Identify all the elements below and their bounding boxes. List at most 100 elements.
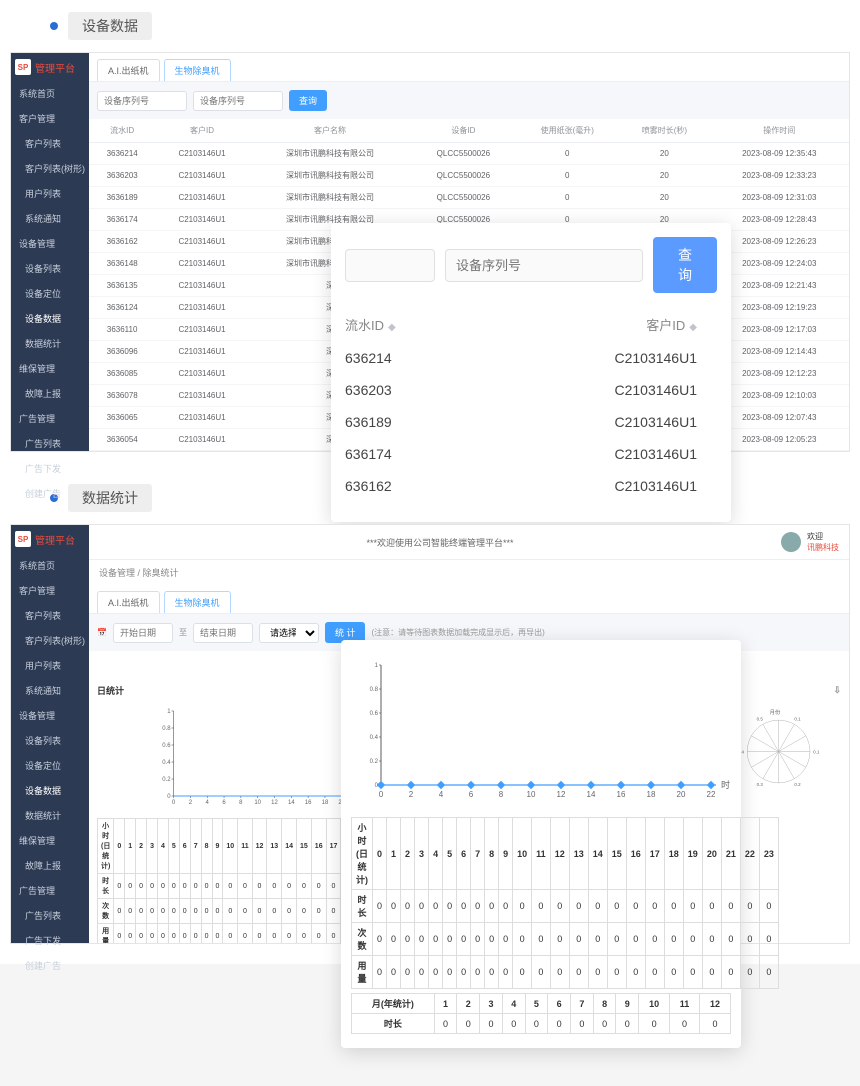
sidebar-item[interactable]: 广告下发 [11,456,89,481]
zoom-month-table: 月(年统计)123456789101112时长000000000000 [351,993,731,1034]
brand-logo: SP [15,59,31,75]
svg-text:2: 2 [189,800,193,806]
svg-text:18: 18 [647,790,656,799]
svg-text:6: 6 [222,800,226,806]
sidebar-item[interactable]: 设备列表 [11,728,89,753]
sidebar-item[interactable]: 设备定位 [11,281,89,306]
sidebar-item[interactable]: 客户管理 [11,578,89,603]
tabs: A.I.出纸机 生物除臭机 [89,53,849,82]
svg-text:0: 0 [167,794,171,800]
svg-text:10: 10 [527,790,536,799]
sidebar-item[interactable]: 创建广告 [11,953,89,978]
svg-text:0.4: 0.4 [162,760,171,766]
svg-text:2: 2 [409,790,414,799]
svg-text:时: 时 [721,779,730,790]
download-icon-3[interactable]: ⇩ [833,685,841,696]
sidebar-item[interactable]: 客户列表(树形) [11,628,89,653]
company-name: 讯鹏科技 [807,542,839,553]
sidebar-item[interactable]: 客户列表(树形) [11,156,89,181]
zoom-panel-1: 查询 流水ID◆ 客户ID◆ 636214C2103146U1636203C21… [331,223,731,522]
zoom-row: 636203C2103146U1 [331,374,731,406]
svg-text:16: 16 [305,800,312,806]
sidebar-item[interactable]: 客户管理 [11,106,89,131]
sidebar-item[interactable]: 用户列表 [11,653,89,678]
svg-text:0.6: 0.6 [370,711,379,717]
sidebar-item[interactable]: 系统通知 [11,206,89,231]
sidebar-item[interactable]: 客户列表 [11,603,89,628]
sidebar-item[interactable]: 客户列表 [11,131,89,156]
sidebar-item[interactable]: 系统首页 [11,553,89,578]
sidebar-item[interactable]: 用户列表 [11,181,89,206]
filter-input-1[interactable] [97,91,187,111]
brand-name: 管理平台 [35,60,75,75]
svg-text:0.2: 0.2 [794,782,801,787]
svg-text:0.2: 0.2 [162,777,171,783]
sidebar-item[interactable]: 广告管理 [11,406,89,431]
zoom-search-button[interactable]: 查询 [653,237,717,293]
select-filter[interactable]: 请选择 [259,623,319,643]
sidebar-item[interactable]: 广告管理 [11,878,89,903]
sidebar-item[interactable]: 系统首页 [11,81,89,106]
svg-text:0.1: 0.1 [813,749,820,754]
svg-text:1: 1 [167,709,171,715]
sidebar-item[interactable]: 广告下发 [11,928,89,953]
zoom-row: 636189C2103146U1 [331,406,731,438]
filter-input-2[interactable] [193,91,283,111]
tab-ai-2[interactable]: A.I.出纸机 [97,591,160,613]
table-row: 3636189C2103146U1深圳市讯鹏科技有限公司QLCC55000260… [89,187,849,209]
svg-text:0.2: 0.2 [370,759,379,765]
sidebar-item[interactable]: 创建广告 [11,481,89,506]
device-data-app: SP 管理平台 系统首页客户管理客户列表客户列表(树形)用户列表系统通知设备管理… [10,52,850,452]
zoom-input-serial[interactable] [445,249,643,282]
svg-text:4: 4 [206,800,210,806]
svg-text:14: 14 [587,790,596,799]
table-header: 喷雾时长(秒) [619,119,709,143]
brand-2: SP 管理平台 [11,525,89,553]
zoom-input-blank[interactable] [345,249,435,282]
avatar[interactable] [781,532,801,552]
sidebar-item[interactable]: 故障上报 [11,381,89,406]
table-header: 使用纸张(毫升) [515,119,619,143]
svg-text:8: 8 [239,800,243,806]
sidebar-item[interactable]: 设备管理 [11,231,89,256]
zoom-row: 636162C2103146U1 [331,470,731,502]
sidebar-item[interactable]: 故障上报 [11,853,89,878]
tab-ai-paper[interactable]: A.I.出纸机 [97,59,160,81]
sidebar-item[interactable]: 系统通知 [11,678,89,703]
zoom-day-chart: 00.20.40.60.81 0246810121416182022 时 [351,650,731,810]
start-date[interactable] [113,623,173,643]
sidebar-item[interactable]: 数据统计 [11,331,89,356]
table-header: 客户ID [155,119,248,143]
note: (注意：请等待图表数据加载完成显示后，再导出) [371,627,544,638]
svg-text:6: 6 [469,790,474,799]
search-button[interactable]: 查询 [289,90,327,111]
user-name: 欢迎 [807,531,839,542]
sidebar-item[interactable]: 维保管理 [11,356,89,381]
svg-text:0.6: 0.6 [162,743,171,749]
svg-text:0.4: 0.4 [370,735,379,741]
sidebar-item[interactable]: 设备定位 [11,753,89,778]
table-row: 3636203C2103146U1深圳市讯鹏科技有限公司QLCC55000260… [89,165,849,187]
sidebar-2: SP 管理平台 系统首页客户管理客户列表客户列表(树形)用户列表系统通知设备管理… [11,525,89,943]
zoom-panel-2: 00.20.40.60.81 0246810121416182022 时 小时(… [341,640,741,1048]
sidebar-item[interactable]: 设备数据 [11,778,89,803]
breadcrumb: 设备管理 / 除臭统计 [89,560,849,585]
svg-text:10: 10 [254,800,261,806]
tab-bio-deodor[interactable]: 生物除臭机 [164,59,231,81]
zoom-day-table: 小时(日统计)012345678910111213141516171819202… [351,817,779,989]
sidebar-item[interactable]: 设备管理 [11,703,89,728]
svg-text:0.1: 0.1 [794,717,801,722]
sidebar-item[interactable]: 广告列表 [11,431,89,456]
zoom-row: 636214C2103146U1 [331,342,731,374]
sidebar-item[interactable]: 设备列表 [11,256,89,281]
svg-text:月份: 月份 [769,708,780,716]
tab-bio-2[interactable]: 生物除臭机 [164,591,231,613]
svg-text:12: 12 [557,790,566,799]
end-date[interactable] [193,623,253,643]
chart-day-title: 日统计 [97,684,124,697]
sidebar-item[interactable]: 维保管理 [11,828,89,853]
sidebar-item[interactable]: 数据统计 [11,803,89,828]
svg-text:20: 20 [677,790,686,799]
sidebar-item[interactable]: 广告列表 [11,903,89,928]
sidebar-item[interactable]: 设备数据 [11,306,89,331]
